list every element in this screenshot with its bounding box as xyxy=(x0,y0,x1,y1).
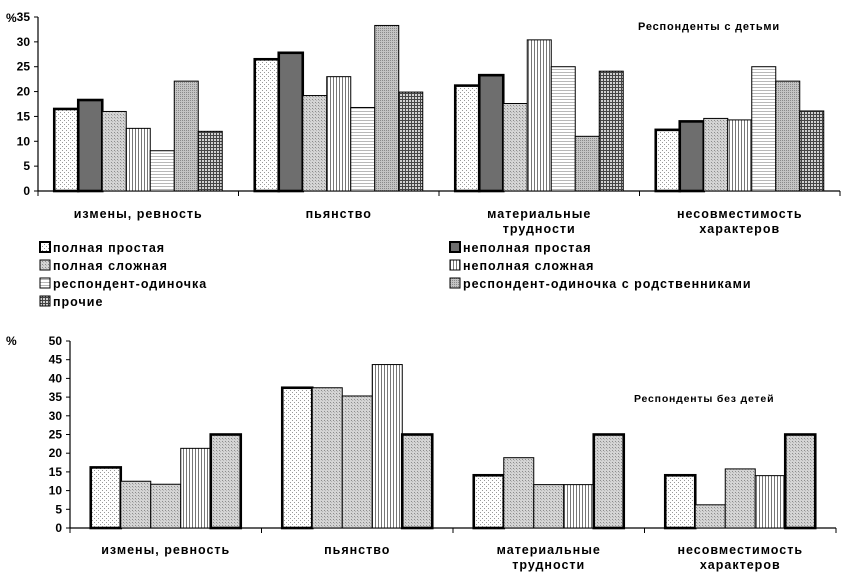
chart2-annotation: Респонденты без детей xyxy=(634,393,774,405)
chart2-bar-1-cat-1 xyxy=(89,466,123,530)
chart2-bar-3-cat-2 xyxy=(341,395,373,529)
chart1-bar-1-cat-4 xyxy=(654,128,682,193)
chart1-bar-2-cat-3 xyxy=(477,73,505,193)
chart1-bar-4-cat-1 xyxy=(125,127,151,192)
legend-swatch-3 xyxy=(39,259,51,271)
chart2-y-tick-label: 40 xyxy=(49,371,63,385)
chart2-category-label: пьянство xyxy=(324,543,390,557)
chart1-bar-2-cat-4 xyxy=(678,120,706,193)
chart2-bar-3-cat-3 xyxy=(533,484,565,529)
chart1-category-label: трудности xyxy=(503,222,576,236)
chart1-bar-1-cat-3 xyxy=(453,84,481,193)
legend-swatch-1 xyxy=(39,241,51,253)
chart1-bar-4-cat-2 xyxy=(326,76,352,192)
chart2-bar-5-cat-1 xyxy=(209,433,243,530)
chart2-y-tick-label: 5 xyxy=(55,502,62,516)
chart1-y-tick-label: 0 xyxy=(23,184,30,198)
chart2-bar-5-cat-3 xyxy=(592,433,626,530)
legend-label-3: полная сложная xyxy=(53,259,168,273)
chart2-y-tick-label: 35 xyxy=(49,390,63,404)
chart1-bar-6-cat-2 xyxy=(374,24,400,192)
chart2-y-tick-label: 45 xyxy=(49,353,63,367)
legend-label-5: респондент-одиночка xyxy=(53,277,207,291)
chart2-bar-3-cat-1 xyxy=(150,483,182,529)
chart2-bar-2-cat-4 xyxy=(694,504,726,529)
chart2-y-unit-label: % xyxy=(6,334,17,348)
chart1-y-tick-label: 25 xyxy=(17,60,31,74)
chart1-category-label: характеров xyxy=(699,222,780,236)
chart1-bar-7-cat-2 xyxy=(398,91,424,192)
chart1-bar-5-cat-2 xyxy=(350,106,376,192)
chart1-bar-1-cat-2 xyxy=(253,57,281,193)
chart1-bar-5-cat-3 xyxy=(550,66,576,192)
chart2-bar-2-cat-1 xyxy=(120,480,152,529)
legend-label-2: неполная простая xyxy=(463,241,592,255)
chart2-y-tick-label: 10 xyxy=(49,484,63,498)
chart2-category-label: несовместимость xyxy=(677,543,803,557)
chart1-bar-2-cat-1 xyxy=(76,98,104,193)
chart1-bar-1-cat-1 xyxy=(52,107,80,193)
chart2-bar-4-cat-1 xyxy=(180,447,212,529)
chart1-bar-3-cat-2 xyxy=(302,95,328,192)
chart1-bar-3-cat-1 xyxy=(101,110,127,192)
chart1-bar-4-cat-3 xyxy=(526,39,552,192)
legend-label-4: неполная сложная xyxy=(463,259,594,273)
chart1-bar-4-cat-4 xyxy=(727,119,753,192)
chart2-bar-1-cat-3 xyxy=(472,473,506,530)
chart2-category-label: измены, ревность xyxy=(101,543,230,557)
chart2-y-tick-label: 20 xyxy=(49,446,63,460)
chart1-y-tick-label: 10 xyxy=(17,134,31,148)
chart1-category-label: несовместимость xyxy=(677,207,803,221)
chart2-y-tick-label: 50 xyxy=(49,334,63,348)
chart1-y-tick-label: 15 xyxy=(17,109,31,123)
chart2-y-tick-label: 15 xyxy=(49,465,63,479)
legend-swatch-4 xyxy=(449,259,461,271)
chart2-category-label: характеров xyxy=(700,558,781,572)
chart2-bar-4-cat-2 xyxy=(371,364,403,529)
legend-swatch-5 xyxy=(39,277,51,289)
legend-swatch-7 xyxy=(39,295,51,307)
chart1-bar-7-cat-3 xyxy=(598,70,624,192)
chart1-y-unit-label: % xyxy=(6,11,17,25)
chart2-category-label: трудности xyxy=(512,558,585,572)
chart2-bar-1-cat-2 xyxy=(280,386,314,530)
chart2-bar-3-cat-4 xyxy=(724,468,756,529)
legend-label-1: полная простая xyxy=(53,241,165,255)
chart1-category-label: материальные xyxy=(487,207,591,221)
chart2-bar-1-cat-4 xyxy=(663,473,697,530)
chart1-category-label: измены, ревность xyxy=(74,207,203,221)
legend-swatch-6 xyxy=(449,277,461,289)
chart2-y-tick-label: 25 xyxy=(49,428,63,442)
chart1-bar-5-cat-4 xyxy=(751,66,777,192)
chart1-bar-7-cat-4 xyxy=(799,110,825,192)
chart1-y-tick-label: 20 xyxy=(17,85,31,99)
chart1-bar-3-cat-4 xyxy=(703,117,729,192)
chart1-annotation: Респонденты с детьми xyxy=(638,21,780,33)
chart1-y-tick-label: 35 xyxy=(17,10,31,24)
chart1-bar-6-cat-1 xyxy=(173,80,199,192)
chart2-bar-5-cat-2 xyxy=(400,433,434,530)
legend-swatch-2 xyxy=(449,241,461,253)
chart2-y-tick-label: 0 xyxy=(55,521,62,535)
chart2-bar-5-cat-4 xyxy=(783,433,817,530)
chart1-bar-7-cat-1 xyxy=(197,130,223,192)
chart1-y-tick-label: 5 xyxy=(23,159,30,173)
chart1-bar-2-cat-2 xyxy=(277,51,305,193)
chart2-bar-2-cat-3 xyxy=(503,457,535,529)
chart2-y-tick-label: 30 xyxy=(49,409,63,423)
legend-label-6: респондент-одиночка с родственниками xyxy=(463,277,752,291)
chart1-bar-5-cat-1 xyxy=(149,150,175,192)
chart2-bar-4-cat-4 xyxy=(754,475,786,529)
chart1-bar-6-cat-3 xyxy=(574,135,600,192)
chart1-bar-6-cat-4 xyxy=(775,80,801,192)
legend-label-7: прочие xyxy=(53,295,103,309)
chart2-bar-2-cat-2 xyxy=(311,387,343,529)
chart1-category-label: пьянство xyxy=(306,207,372,221)
chart1-y-tick-label: 30 xyxy=(17,35,31,49)
chart2-bar-4-cat-3 xyxy=(563,484,595,529)
chart1-bar-3-cat-3 xyxy=(502,103,528,192)
chart2-category-label: материальные xyxy=(497,543,601,557)
